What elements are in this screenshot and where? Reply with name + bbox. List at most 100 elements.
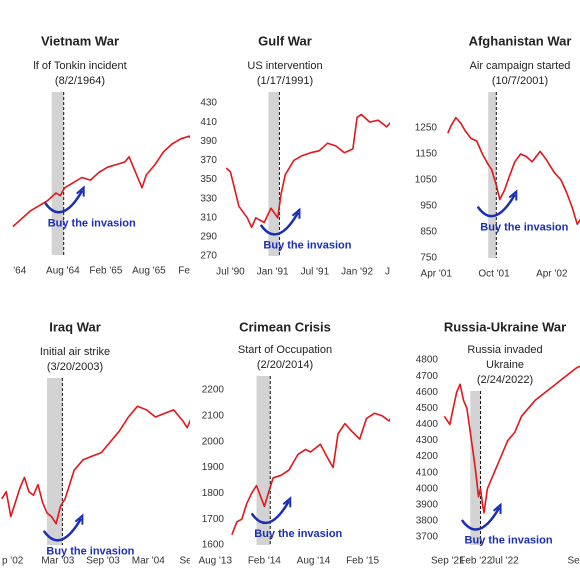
event-annotation: lf of Tonkin incident [33,60,126,72]
x-tick-label: Sep '23 [567,556,580,567]
panel: Russia-Ukraine War Russia invaded Ukraine (… [416,319,580,567]
price-line [12,135,190,228]
event-shade [268,92,280,256]
x-tick-label: Aug '65 [132,266,166,277]
panel: Vietnam War lf of Tonkin incident (8/2/196… [12,33,190,277]
y-tick-label: 4100 [416,467,439,478]
buy-arrowhead [492,502,502,514]
y-tick-label: 310 [200,212,217,223]
y-tick-label: 270 [200,251,217,262]
y-tick-label: 290 [200,232,217,243]
x-tick-label: Jul '92 [385,267,414,278]
panel-title: Afghanistan War [469,33,572,48]
price-line [231,412,390,535]
event-shade [51,92,64,255]
y-tick-label: 2000 [202,436,225,447]
y-tick-label: 850 [420,227,437,238]
buy-callout: Buy the invasion [263,240,351,252]
buy-swoosh [251,501,290,525]
price-line [443,365,580,514]
buy-arrowhead [291,207,301,219]
panel: Crimean Crisis Start of Occupation (2/20/2… [198,319,390,567]
y-tick-label: 1050 [415,175,438,186]
y-tick-label: 4700 [416,371,439,382]
event-shade [488,92,497,258]
buy-swoosh [260,212,299,236]
buy-callout: Buy the invasion [46,546,134,558]
y-tick-label: 2200 [202,385,225,396]
event-shade [47,378,63,545]
buy-swoosh [477,194,516,218]
x-tick-label: '64 [13,266,26,277]
buy-callout: Buy the invasion [254,528,342,540]
x-tick-label: Jan '92 [341,267,373,278]
y-tick-label: 3800 [416,516,439,527]
x-tick-label: Feb '22 [459,556,492,567]
y-tick-label: 430 [200,98,217,109]
buy-arrowhead [76,185,85,197]
event-annotation: (1/17/1991) [257,75,313,87]
y-tick-label: 4600 [416,387,439,398]
event-shade [256,376,271,545]
price-line [447,116,580,225]
x-tick-label: Sep '0 [179,556,207,567]
x-tick-label: Jul '22 [490,556,519,567]
panel-title: Russia-Ukraine War [444,319,566,334]
buy-swoosh [44,190,83,214]
y-tick-label: 410 [200,117,217,128]
y-tick-label: 1600 [202,540,225,551]
y-tick-label: 390 [200,136,217,147]
buy-swoosh [461,507,500,531]
y-tick-label: 4000 [416,483,439,494]
panel: Iraq War Initial air strike (3/20/2003) p '… [1,319,207,567]
x-tick-label: Feb '14 [248,556,281,567]
panel: Afghanistan War Air campaign started (10/7… [415,33,580,280]
y-tick-label: 3700 [416,532,439,543]
buy-swoosh [43,518,82,542]
y-tick-label: 370 [200,155,217,166]
event-annotation: (3/20/2003) [47,361,103,373]
x-tick-label: Mar '03 [41,556,74,567]
event-annotation: Initial air strike [40,346,110,358]
y-tick-label: 1250 [415,123,438,134]
y-tick-label: 4300 [416,435,439,446]
x-tick-label: Apr '01 [421,269,453,280]
x-tick-label: Mar '04 [132,556,165,567]
y-tick-label: 3900 [416,499,439,510]
y-tick-label: 4200 [416,451,439,462]
y-tick-label: 1800 [202,488,225,499]
buy-arrowhead [508,189,518,201]
y-tick-label: 750 [420,253,437,264]
x-tick-label: Aug '14 [297,556,331,567]
buy-arrowhead [282,496,292,508]
y-tick-label: 1700 [202,514,225,525]
x-tick-label: Jul '91 [301,267,330,278]
y-tick-label: 2100 [202,410,225,421]
buy-callout: Buy the invasion [48,217,136,229]
y-tick-label: 4800 [416,355,439,366]
y-tick-label: 4400 [416,419,439,430]
y-tick-label: 1150 [415,149,437,160]
event-annotation: (2/24/2022) [477,374,533,386]
x-tick-label: Sep '03 [86,556,120,567]
x-tick-label: Apr '02 [536,269,568,280]
y-tick-label: 330 [200,193,217,204]
x-tick-label: Feb '65 [89,266,122,277]
y-tick-label: 350 [200,174,217,185]
y-tick-label: 4500 [416,403,439,414]
y-tick-label: 1900 [202,462,225,473]
x-tick-label: p '02 [2,556,24,567]
event-annotation: Russia invaded [467,344,542,356]
buy-callout: Buy the invasion [480,221,568,233]
price-line [225,113,390,229]
price-line [1,405,190,525]
event-annotation: (2/20/2014) [257,359,313,371]
panel-title: Crimean Crisis [239,319,331,334]
event-annotation: Start of Occupation [238,344,332,356]
panel-title: Iraq War [49,319,101,334]
x-tick-label: Feb '15 [346,556,379,567]
x-tick-label: Sep '21 [431,556,465,567]
buy-arrowhead [74,513,84,525]
panel-title: Gulf War [258,33,312,48]
